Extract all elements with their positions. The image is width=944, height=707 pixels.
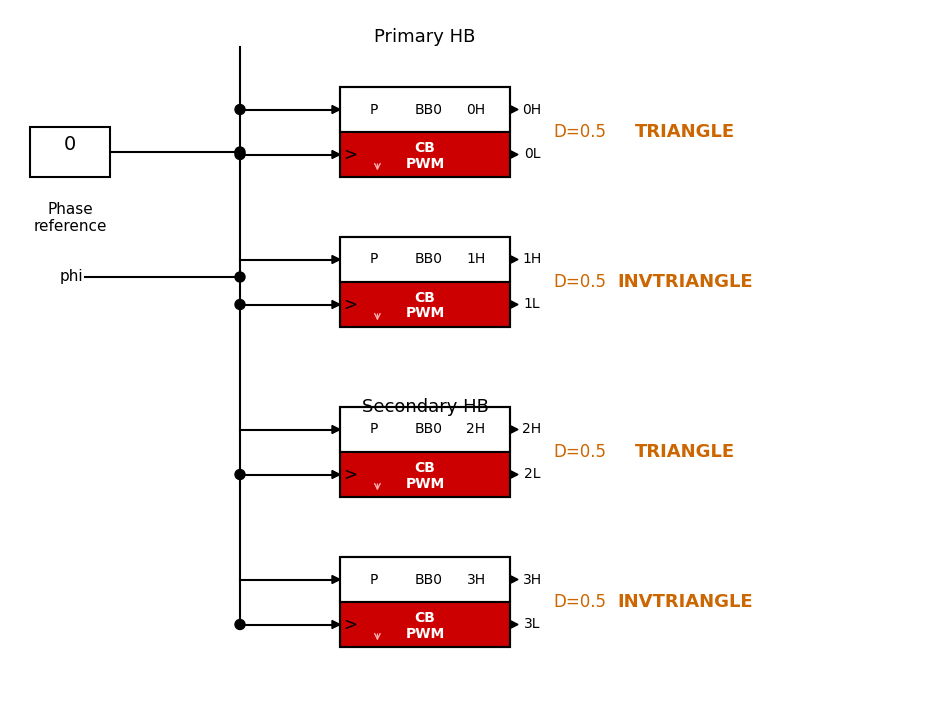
Polygon shape (510, 470, 517, 479)
Text: >: > (343, 146, 357, 163)
Text: BB0: BB0 (414, 252, 442, 267)
Text: >: > (343, 465, 357, 484)
Text: D=0.5: D=0.5 (553, 593, 606, 611)
Circle shape (235, 272, 244, 282)
Polygon shape (331, 575, 340, 583)
Text: 0H: 0H (522, 103, 541, 117)
Text: 2L: 2L (523, 467, 540, 481)
Polygon shape (510, 621, 517, 629)
Text: 0: 0 (64, 134, 76, 153)
Polygon shape (510, 426, 517, 433)
FancyBboxPatch shape (340, 282, 510, 327)
Circle shape (235, 619, 244, 629)
Text: INVTRIANGLE: INVTRIANGLE (616, 273, 752, 291)
Text: 2H: 2H (522, 423, 541, 436)
Text: BB0: BB0 (414, 423, 442, 436)
Polygon shape (331, 151, 340, 158)
Text: D=0.5: D=0.5 (553, 123, 606, 141)
Polygon shape (331, 426, 340, 433)
Polygon shape (331, 621, 340, 629)
Text: PWM: PWM (405, 626, 445, 641)
FancyBboxPatch shape (340, 87, 510, 132)
Polygon shape (331, 470, 340, 479)
FancyBboxPatch shape (30, 127, 110, 177)
FancyBboxPatch shape (340, 132, 510, 177)
Text: P: P (369, 252, 378, 267)
Text: Phase
reference: Phase reference (33, 202, 107, 235)
Text: CB: CB (414, 611, 435, 625)
Text: PWM: PWM (405, 477, 445, 491)
Polygon shape (510, 575, 517, 583)
Text: BB0: BB0 (414, 573, 442, 587)
Text: PWM: PWM (405, 307, 445, 320)
Text: P: P (369, 573, 378, 587)
Text: PWM: PWM (405, 156, 445, 170)
Polygon shape (510, 300, 517, 308)
FancyBboxPatch shape (340, 602, 510, 647)
Text: CB: CB (414, 461, 435, 474)
Text: 2H: 2H (466, 423, 485, 436)
Text: 1H: 1H (466, 252, 485, 267)
Polygon shape (331, 255, 340, 264)
Text: CB: CB (414, 291, 435, 305)
Circle shape (235, 149, 244, 160)
FancyBboxPatch shape (340, 557, 510, 602)
Text: 3H: 3H (522, 573, 541, 587)
FancyBboxPatch shape (340, 407, 510, 452)
Polygon shape (510, 105, 517, 114)
Polygon shape (510, 151, 517, 158)
Text: BB0: BB0 (414, 103, 442, 117)
Circle shape (235, 300, 244, 310)
Circle shape (235, 147, 244, 157)
Text: 1H: 1H (522, 252, 541, 267)
Text: CB: CB (414, 141, 435, 155)
Text: INVTRIANGLE: INVTRIANGLE (616, 593, 752, 611)
FancyBboxPatch shape (340, 237, 510, 282)
Text: P: P (369, 423, 378, 436)
Text: Primary HB: Primary HB (374, 28, 475, 46)
Text: 3L: 3L (523, 617, 540, 631)
Circle shape (235, 105, 244, 115)
Text: TRIANGLE: TRIANGLE (634, 123, 734, 141)
FancyBboxPatch shape (340, 452, 510, 497)
Polygon shape (510, 255, 517, 264)
Text: >: > (343, 616, 357, 633)
Text: Secondary HB: Secondary HB (362, 398, 488, 416)
Text: phi: phi (59, 269, 83, 284)
Polygon shape (331, 300, 340, 308)
Text: 0L: 0L (523, 148, 540, 161)
Text: 0H: 0H (466, 103, 485, 117)
Text: P: P (369, 103, 378, 117)
Text: D=0.5: D=0.5 (553, 273, 606, 291)
Circle shape (235, 469, 244, 479)
Text: TRIANGLE: TRIANGLE (634, 443, 734, 461)
Text: 1L: 1L (523, 298, 540, 312)
Text: 3H: 3H (466, 573, 485, 587)
Text: D=0.5: D=0.5 (553, 443, 606, 461)
Polygon shape (331, 105, 340, 114)
Text: >: > (343, 296, 357, 313)
